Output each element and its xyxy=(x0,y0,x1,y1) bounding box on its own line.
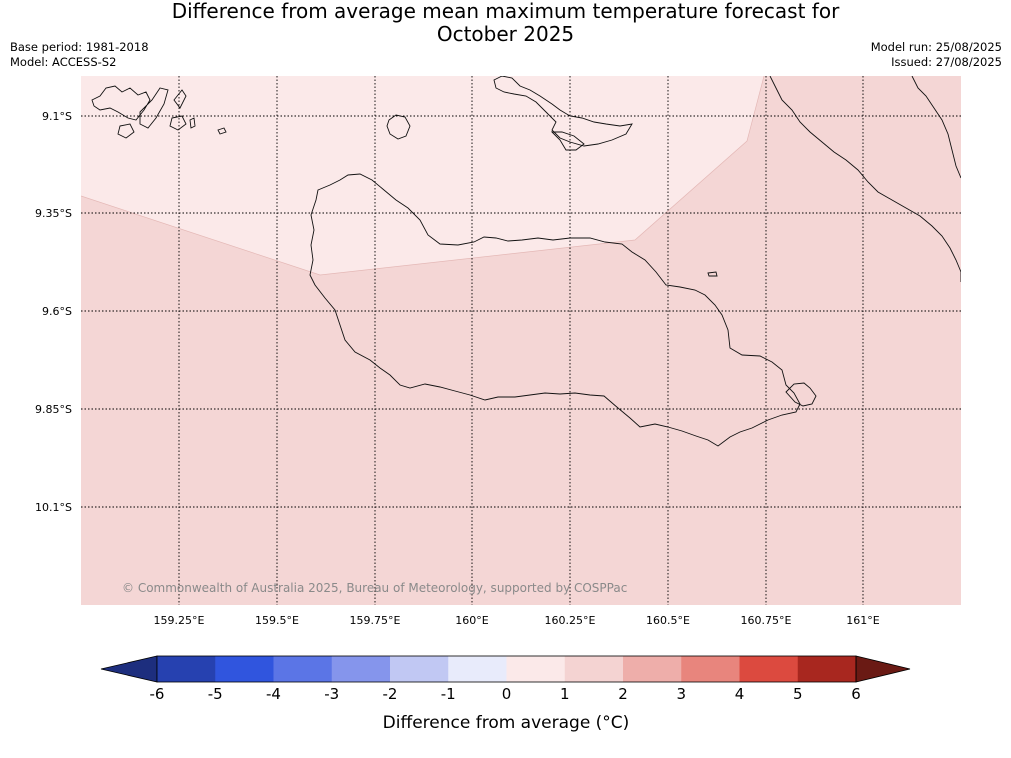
colorbar-tick-label: 5 xyxy=(793,685,803,703)
colorbar-tick-label: -5 xyxy=(208,685,223,703)
graticule xyxy=(81,76,961,605)
base-period: Base period: 1981-2018 xyxy=(10,40,149,54)
coastline-north-islands xyxy=(493,76,633,151)
lon-label: 160.5°E xyxy=(646,614,690,627)
lon-label: 161°E xyxy=(846,614,879,627)
lat-label: 9.1°S xyxy=(42,110,72,123)
colorbar-segment xyxy=(448,656,507,682)
colorbar-extend-low xyxy=(100,655,158,683)
colorbar-segment xyxy=(215,656,274,682)
colorbar-label: Difference from average (°C) xyxy=(383,713,630,733)
colorbar-tick-label: -1 xyxy=(441,685,456,703)
lat-label: 10.1°S xyxy=(35,501,72,514)
colorbar-tick-label: -6 xyxy=(150,685,165,703)
lon-label: 160.75°E xyxy=(741,614,792,627)
anomaly-region-low xyxy=(81,76,764,275)
lon-label: 160°E xyxy=(455,614,488,627)
colorbar-tick-label: 2 xyxy=(618,685,628,703)
title-line-2: October 2025 xyxy=(436,22,575,46)
colorbar-segment xyxy=(681,656,740,682)
lon-label: 159.75°E xyxy=(350,614,401,627)
colorbar-tick-label: -3 xyxy=(324,685,339,703)
model-name: Model: ACCESS-S2 xyxy=(10,55,117,69)
colorbar xyxy=(100,655,911,683)
title-line-1: Difference from average mean maximum tem… xyxy=(171,0,840,23)
lat-labels: 9.1°S 9.35°S 9.6°S 9.85°S 10.1°S xyxy=(35,110,72,514)
coastline-round-island xyxy=(386,114,411,140)
colorbar-outline xyxy=(156,655,857,683)
lon-label: 159.5°E xyxy=(255,614,299,627)
lat-label: 9.6°S xyxy=(42,305,72,318)
lon-label: 159.25°E xyxy=(154,614,205,627)
colorbar-segment xyxy=(506,656,566,682)
colorbar-tick-label: 1 xyxy=(560,685,570,703)
lat-label: 9.35°S xyxy=(35,207,72,220)
model-run: Model run: 25/08/2025 xyxy=(870,40,1002,54)
colorbar-segment xyxy=(157,656,216,682)
colorbar-segment xyxy=(390,656,449,682)
meta-left: Base period: 1981-2018 Model: ACCESS-S2 xyxy=(10,40,149,70)
copyright-notice: © Commonwealth of Australia 2025, Bureau… xyxy=(122,581,627,595)
colorbar-segment xyxy=(273,656,333,682)
colorbar-segment xyxy=(623,656,682,682)
lon-label: 160.25°E xyxy=(545,614,596,627)
colorbar-extend-high xyxy=(855,655,911,683)
meta-right: Model run: 25/08/2025 Issued: 27/08/2025 xyxy=(871,40,1002,70)
colorbar-tick-label: -2 xyxy=(383,685,398,703)
issued-date: Issued: 27/08/2025 xyxy=(891,55,1002,69)
map-panel xyxy=(81,76,961,605)
region-boundary xyxy=(81,76,765,276)
colorbar-tick-label: 6 xyxy=(851,685,861,703)
coastline-northeast xyxy=(769,76,961,282)
lat-label: 9.85°S xyxy=(35,403,72,416)
colorbar-segment xyxy=(331,656,391,682)
lon-labels: 159.25°E 159.5°E 159.75°E 160°E 160.25°E… xyxy=(154,614,880,627)
coastline-main-island xyxy=(309,173,801,447)
coastline-east-islet xyxy=(785,382,817,407)
colorbar-tick-label: 3 xyxy=(676,685,686,703)
map-title: Difference from average mean maximum tem… xyxy=(0,0,1011,46)
coastline-tiny-islet xyxy=(707,271,718,277)
colorbar-segment xyxy=(564,656,624,682)
colorbar-tick-label: 0 xyxy=(502,685,512,703)
colorbar-tick-label: 4 xyxy=(735,685,745,703)
colorbar-ticks: -6 -5 -4 -3 -2 -1 0 1 2 3 4 5 6 xyxy=(150,685,861,703)
colorbar-segment xyxy=(739,656,799,682)
colorbar-tick-label: -4 xyxy=(266,685,281,703)
colorbar-segment xyxy=(797,656,857,682)
coastline-northwest-islands xyxy=(91,85,227,139)
